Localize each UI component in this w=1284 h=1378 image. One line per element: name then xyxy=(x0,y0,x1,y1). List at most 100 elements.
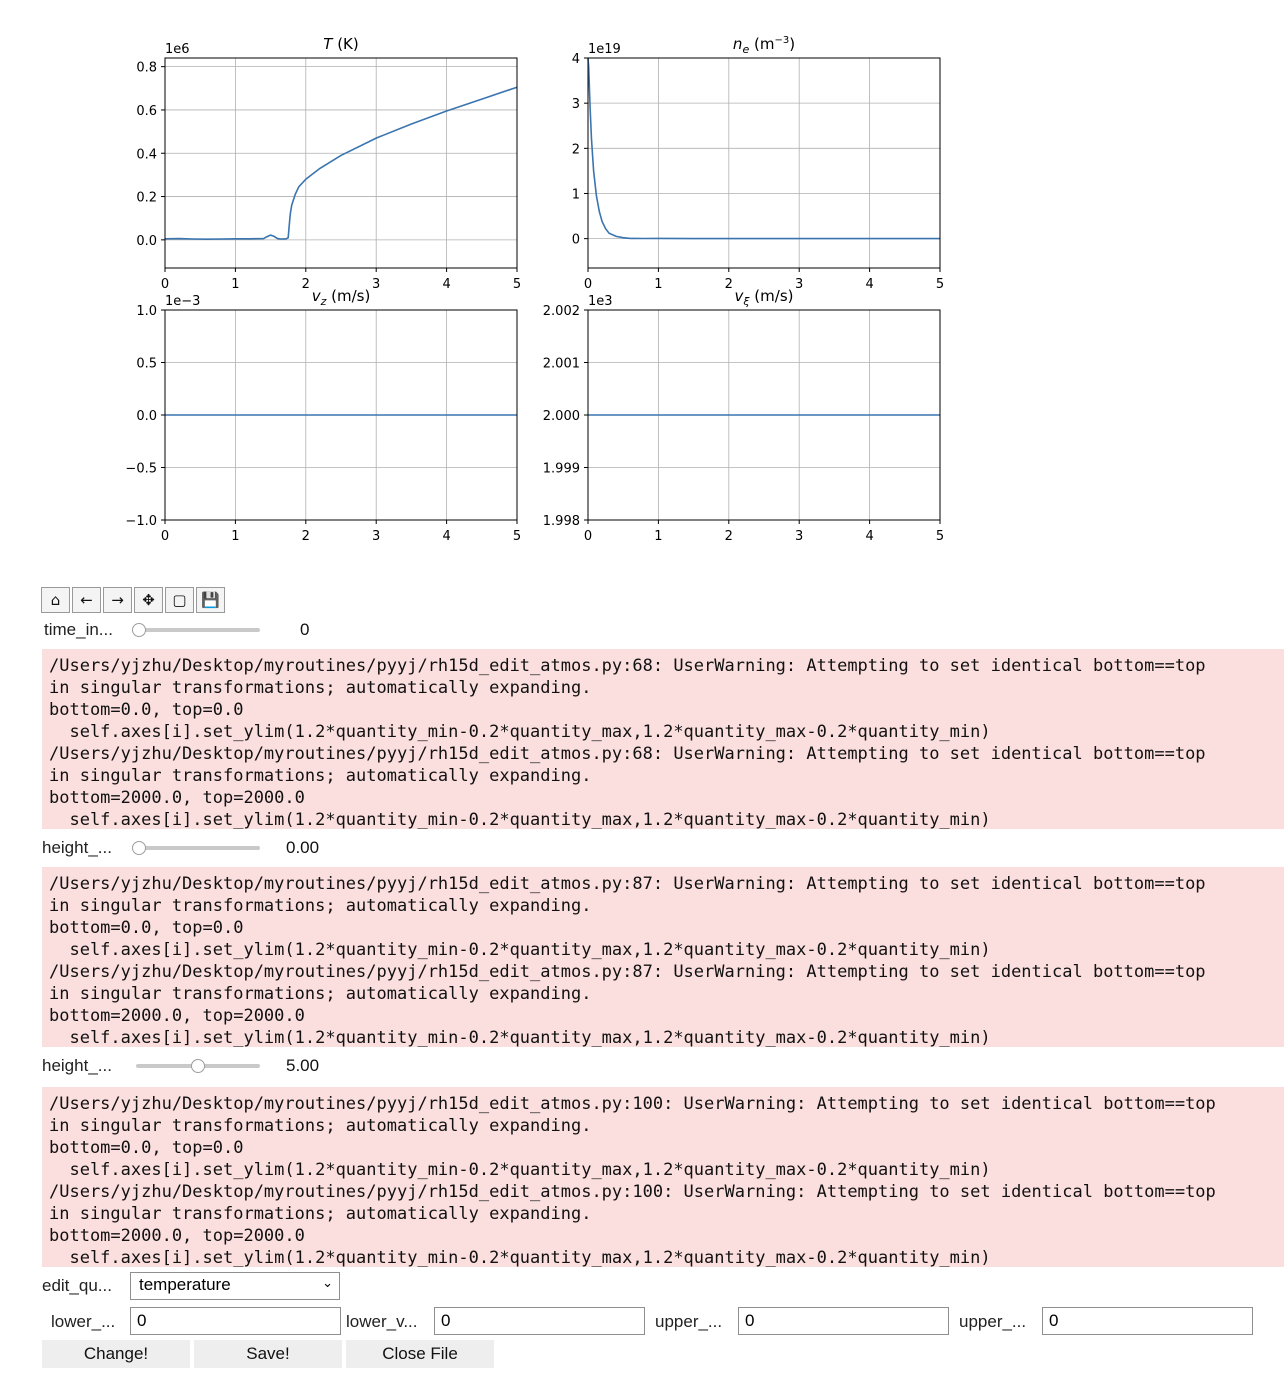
chart-1-offset-label: 1e6 xyxy=(165,42,190,57)
chart-1-y-tick-label: 0.6 xyxy=(136,104,157,119)
forward-arrow-button[interactable]: → xyxy=(103,587,132,613)
chart-1-x-tick-label: 5 xyxy=(513,277,521,292)
warning-line: in singular transformations; automatical… xyxy=(49,1116,592,1136)
height-slider-2[interactable] xyxy=(136,1059,260,1073)
chart-2-x-tick-label: 3 xyxy=(795,277,803,292)
chart-1-title-symbol: T xyxy=(323,35,334,53)
chart-3-x-tick-label: 5 xyxy=(513,529,521,544)
chart-4-title-unit: (m/s) xyxy=(750,287,794,305)
chart-2-offset-label: 1e19 xyxy=(588,42,621,57)
chart-1-y-tick-label: 0.4 xyxy=(136,147,157,162)
close-file-button[interactable]: Close File xyxy=(346,1340,494,1368)
chart-3-x-tick-label: 3 xyxy=(372,529,380,544)
chart-3-y-tick-label: 1.0 xyxy=(136,304,157,319)
chart-1-series-line xyxy=(164,86,518,241)
upper-height-input[interactable]: 0 xyxy=(738,1307,949,1335)
chart-3-x-tick-label: 0 xyxy=(161,529,169,544)
zoom-rect-icon: ▢ xyxy=(172,591,187,609)
chart-3-title-unit: (m/s) xyxy=(326,287,370,305)
chart-3-y-tick-label: −0.5 xyxy=(125,462,157,477)
time-slider-value: 0 xyxy=(300,620,310,639)
warning-line: /Users/yjzhu/Desktop/myroutines/pyyj/rh1… xyxy=(49,1182,1216,1202)
warning-line: self.axes[i].set_ylim(1.2*quantity_min-0… xyxy=(49,1160,991,1180)
warning-line: in singular transformations; automatical… xyxy=(49,678,592,698)
time-slider-label: time_in... xyxy=(44,620,113,639)
chart-4-y-tick-label: 2.000 xyxy=(543,409,580,424)
home-button[interactable]: ⌂ xyxy=(41,587,70,613)
warning-line: /Users/yjzhu/Desktop/myroutines/pyyj/rh1… xyxy=(49,874,1206,894)
lower-height-value: 0 xyxy=(137,1311,147,1330)
warning-line: self.axes[i].set_ylim(1.2*quantity_min-0… xyxy=(49,1248,991,1267)
back-arrow-icon: ← xyxy=(80,591,93,609)
warning-line: in singular transformations; automatical… xyxy=(49,984,592,1004)
warning-output-1: /Users/yjzhu/Desktop/myroutines/pyyj/rh1… xyxy=(42,649,1284,829)
chart-2-x-tick-label: 4 xyxy=(865,277,873,292)
chart-2-x-tick-label: 5 xyxy=(936,277,944,292)
chart-2-title: ne (m−3) xyxy=(733,35,795,56)
warning-line: bottom=2000.0, top=2000.0 xyxy=(49,1006,305,1026)
height-slider-1-value: 0.00 xyxy=(286,838,320,857)
warning-line: /Users/yjzhu/Desktop/myroutines/pyyj/rh1… xyxy=(49,744,1206,764)
warning-line: bottom=0.0, top=0.0 xyxy=(49,1138,244,1158)
lower-value-label: lower_v... xyxy=(346,1312,418,1331)
chart-4-y-tick-label: 2.001 xyxy=(543,357,580,372)
warning-line: in singular transformations; automatical… xyxy=(49,766,592,786)
warning-line: bottom=2000.0, top=2000.0 xyxy=(49,1226,305,1246)
chart-1-x-tick-label: 0 xyxy=(161,277,169,292)
warning-line: /Users/yjzhu/Desktop/myroutines/pyyj/rh1… xyxy=(49,1094,1216,1114)
chart-4-y-tick-label: 2.002 xyxy=(543,304,580,319)
chart-4-x-tick-label: 4 xyxy=(865,529,873,544)
warning-line: bottom=0.0, top=0.0 xyxy=(49,700,244,720)
height-slider-2-thumb[interactable] xyxy=(191,1059,205,1073)
chart-4-x-tick-label: 3 xyxy=(795,529,803,544)
edit-quantity-select[interactable]: temperature ⌄ xyxy=(130,1272,340,1300)
chart-2-y-tick-label: 1 xyxy=(572,187,580,202)
chart-4-title-symbol: v xyxy=(735,287,745,305)
home-icon: ⌂ xyxy=(50,591,61,609)
height-slider-1-thumb[interactable] xyxy=(132,841,146,855)
chart-3-x-tick-label: 4 xyxy=(442,529,450,544)
warning-line: /Users/yjzhu/Desktop/myroutines/pyyj/rh1… xyxy=(49,962,1206,982)
time-slider-thumb[interactable] xyxy=(132,623,146,637)
chart-2-y-tick-label: 3 xyxy=(572,97,580,112)
chart-1-axes-frame xyxy=(164,57,518,269)
chart-2-title-symbol: n xyxy=(733,35,743,53)
chart-4-x-tick-label: 1 xyxy=(654,529,662,544)
height-slider-2-value: 5.00 xyxy=(286,1056,320,1075)
warning-line: self.axes[i].set_ylim(1.2*quantity_min-0… xyxy=(49,722,991,742)
lower-value-input[interactable]: 0 xyxy=(434,1307,645,1335)
chart-1-x-tick-label: 3 xyxy=(372,277,380,292)
chart-2-title-superscript: −3 xyxy=(774,35,789,46)
save-figure-icon: 💾 xyxy=(201,591,220,609)
lower-height-input[interactable]: 0 xyxy=(130,1307,341,1335)
chart-2-x-tick-label: 1 xyxy=(654,277,662,292)
chart-4-y-tick-label: 1.998 xyxy=(543,514,580,529)
zoom-rect-button[interactable]: ▢ xyxy=(165,587,194,613)
figure-canvas: 0 1 2 3 4 5 0.0 0.2 0.4 0.6 0.8 1e6 T (K) 0 1 2 3 4 5 0 1 2 3 4… xyxy=(125,35,944,544)
chart-3-y-tick-label: −1.0 xyxy=(125,514,157,529)
time-slider[interactable] xyxy=(132,623,260,637)
chart-1-title: T (K) xyxy=(323,35,358,53)
warning-line: in singular transformations; automatical… xyxy=(49,1204,592,1224)
chart-4-x-tick-label: 0 xyxy=(584,529,592,544)
chart-4-y-tick-label: 1.999 xyxy=(543,462,580,477)
chart-2-title-close: ) xyxy=(789,35,795,53)
save-button[interactable]: Save! xyxy=(194,1340,342,1368)
upper-value-label: upper_... xyxy=(959,1312,1027,1331)
height-slider-1[interactable] xyxy=(132,841,260,855)
back-arrow-button[interactable]: ← xyxy=(72,587,101,613)
pan-move-icon: ✥ xyxy=(142,591,155,609)
chart-2-series-line xyxy=(587,57,940,240)
chart-3-y-tick-label: 0.5 xyxy=(136,357,157,372)
warning-line: self.axes[i].set_ylim(1.2*quantity_min-0… xyxy=(49,810,991,829)
chart-4-x-tick-label: 2 xyxy=(725,529,733,544)
upper-value-input[interactable]: 0 xyxy=(1042,1307,1253,1335)
save-figure-button[interactable]: 💾 xyxy=(196,587,225,613)
pan-move-button[interactable]: ✥ xyxy=(134,587,163,613)
change-button[interactable]: Change! xyxy=(42,1340,190,1368)
chart-4-title: vξ (m/s) xyxy=(735,287,794,308)
chart-1-x-tick-label: 1 xyxy=(231,277,239,292)
edit-quantity-label: edit_qu... xyxy=(42,1276,112,1295)
chart-1-x-tick-label: 4 xyxy=(442,277,450,292)
chart-4-title-subscript: ξ xyxy=(742,295,750,308)
